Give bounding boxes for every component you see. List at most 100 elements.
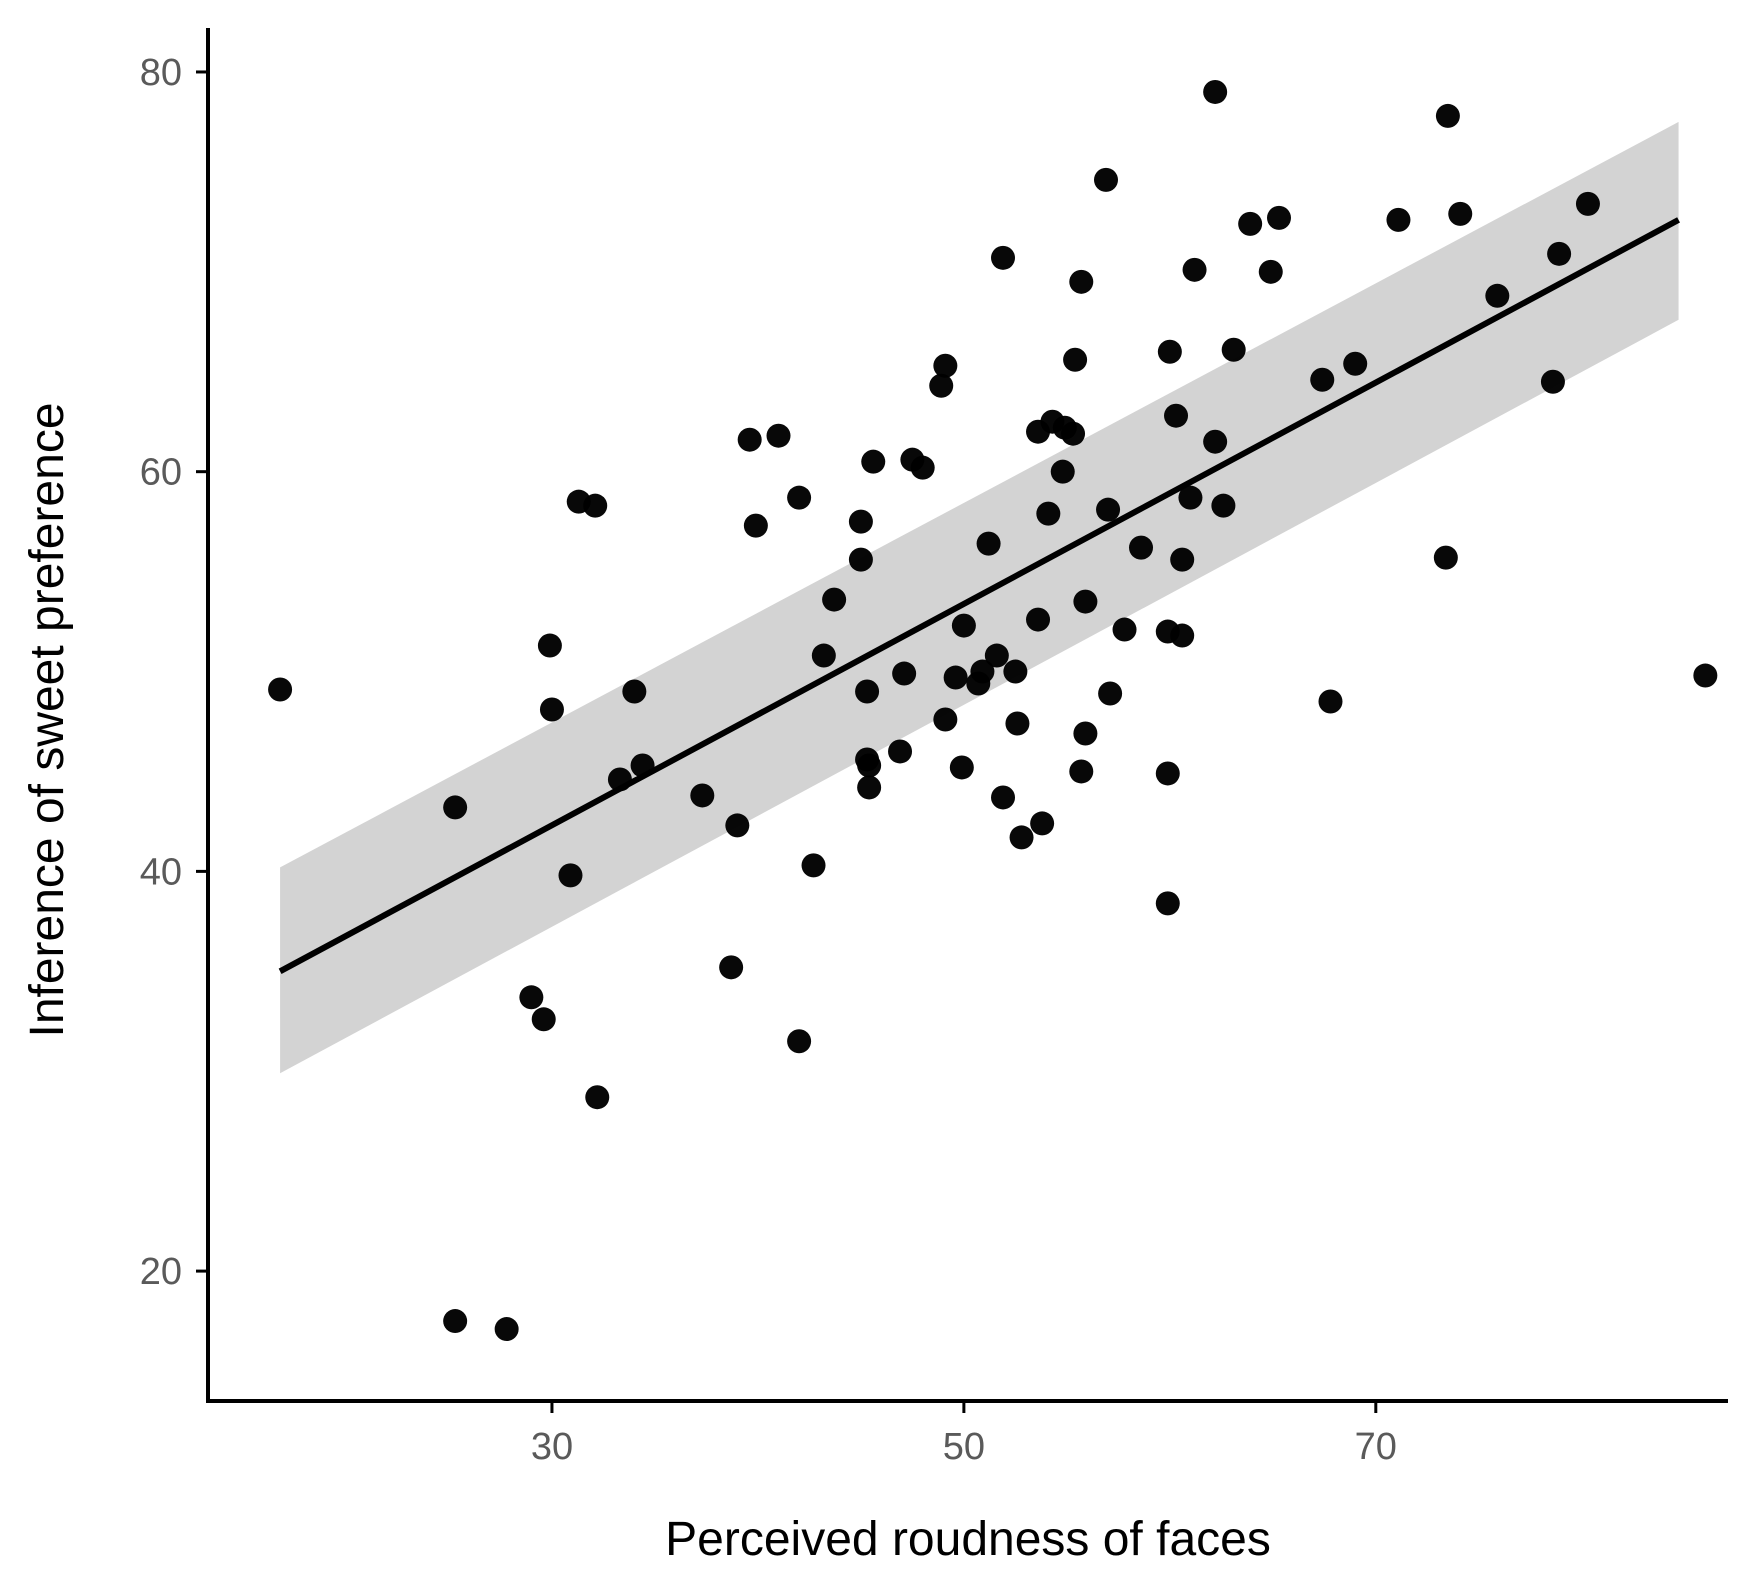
data-point <box>690 783 715 808</box>
data-point <box>531 1007 556 1032</box>
y-tick-label: 40 <box>140 851 182 893</box>
y-tick-label: 80 <box>140 52 182 94</box>
data-point <box>1164 403 1189 428</box>
data-point <box>1129 535 1154 560</box>
data-point <box>855 679 880 704</box>
data-point <box>1069 759 1094 784</box>
data-point <box>585 1085 610 1110</box>
x-tick-label: 30 <box>531 1426 573 1468</box>
data-point <box>861 449 886 474</box>
data-point <box>1435 103 1460 128</box>
data-point <box>1203 429 1228 454</box>
y-axis-title: Inference of sweet preference <box>21 402 74 1037</box>
data-point <box>1178 485 1203 510</box>
data-point <box>737 427 762 452</box>
data-point <box>725 813 750 838</box>
axis-ticks: 30 50 70 20 40 60 80 <box>140 52 1397 1468</box>
data-point <box>892 661 917 686</box>
data-point <box>1009 825 1034 850</box>
data-point <box>1073 589 1098 614</box>
data-point <box>622 679 647 704</box>
data-point <box>1433 545 1458 570</box>
data-point <box>1063 347 1088 372</box>
data-point <box>1026 607 1051 632</box>
data-point <box>991 245 1016 270</box>
data-point <box>1267 205 1292 230</box>
data-point <box>1182 257 1207 282</box>
data-point <box>1575 191 1600 216</box>
data-point <box>583 493 608 518</box>
data-point <box>811 643 836 668</box>
data-point <box>787 1029 812 1054</box>
data-point <box>1155 761 1180 786</box>
data-point <box>494 1317 519 1342</box>
data-point <box>933 353 958 378</box>
data-point <box>1005 711 1030 736</box>
data-point <box>539 697 564 722</box>
data-point <box>1547 241 1572 266</box>
x-tick-label: 50 <box>943 1426 985 1468</box>
data-point <box>1203 79 1228 104</box>
data-point <box>951 613 976 638</box>
data-point <box>984 643 1009 668</box>
data-point <box>848 509 873 534</box>
data-point <box>1112 617 1137 642</box>
data-point <box>1093 167 1118 192</box>
data-point <box>822 587 847 612</box>
data-point <box>888 739 913 764</box>
data-point <box>787 485 812 510</box>
data-point <box>1211 493 1236 518</box>
plot-area <box>268 79 1718 1342</box>
x-axis-title: Perceived roudness of faces <box>665 1513 1271 1566</box>
data-point <box>1069 269 1094 294</box>
y-tick-label: 20 <box>140 1251 182 1293</box>
data-point <box>1343 351 1368 376</box>
data-point <box>1030 811 1055 836</box>
data-point <box>976 531 1001 556</box>
data-point <box>1386 207 1411 232</box>
regression-line <box>278 217 1680 974</box>
data-point <box>933 707 958 732</box>
data-point <box>1050 459 1075 484</box>
data-point <box>1036 501 1061 526</box>
data-point <box>1003 659 1028 684</box>
data-point <box>1310 367 1335 392</box>
y-tick-label: 60 <box>140 452 182 494</box>
data-point <box>1098 681 1123 706</box>
data-point <box>848 547 873 572</box>
data-point <box>1061 421 1086 446</box>
data-point <box>1073 721 1098 746</box>
data-point <box>1155 891 1180 916</box>
data-point <box>1693 663 1718 688</box>
data-point <box>719 955 744 980</box>
data-point <box>1238 211 1263 236</box>
data-point <box>1170 547 1195 572</box>
data-point <box>857 775 882 800</box>
data-point <box>519 985 544 1010</box>
data-point <box>1318 689 1343 714</box>
data-point <box>537 633 562 658</box>
data-point <box>1448 201 1473 226</box>
data-point <box>766 423 791 448</box>
data-point <box>558 863 583 888</box>
data-point <box>801 853 826 878</box>
data-point <box>910 455 935 480</box>
data-point <box>949 755 974 780</box>
data-point <box>991 785 1016 810</box>
data-point <box>743 513 768 538</box>
data-point <box>943 665 968 690</box>
data-point <box>857 753 882 778</box>
data-point <box>1485 283 1510 308</box>
data-point <box>1157 339 1182 364</box>
data-point <box>268 677 293 702</box>
data-point <box>929 373 954 398</box>
x-tick-label: 70 <box>1355 1426 1397 1468</box>
data-point <box>443 795 468 820</box>
data-point <box>443 1309 468 1334</box>
data-point <box>1221 337 1246 362</box>
data-point <box>1170 623 1195 648</box>
data-point <box>970 659 995 684</box>
data-point <box>1540 369 1565 394</box>
data-point <box>1096 497 1121 522</box>
